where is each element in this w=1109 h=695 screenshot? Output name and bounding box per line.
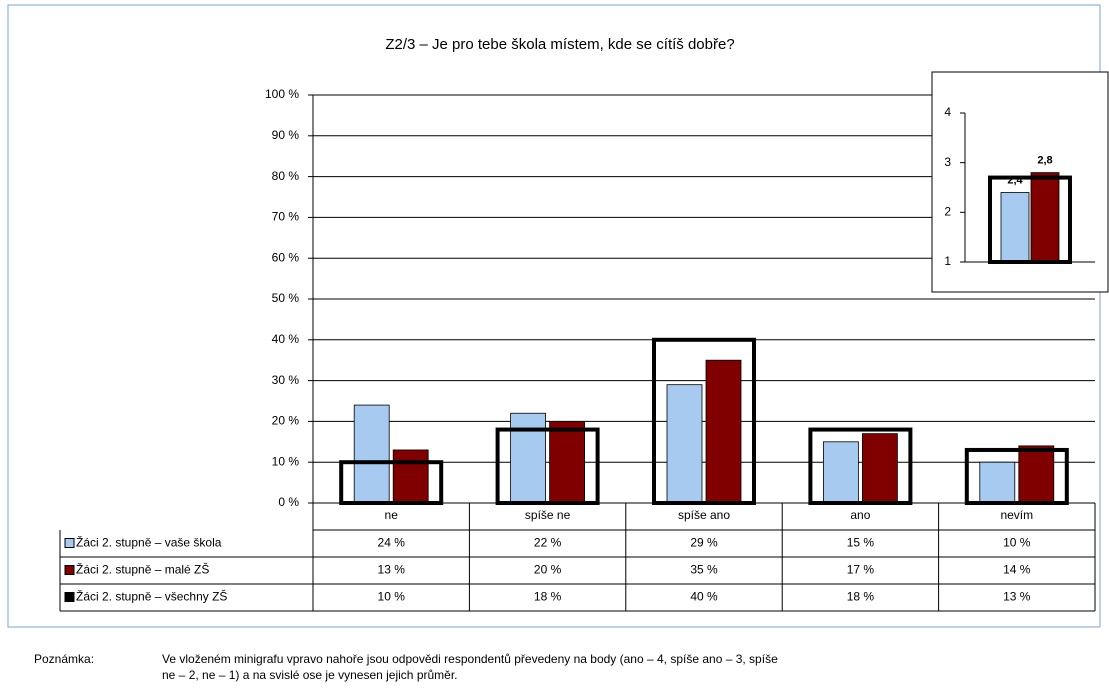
table-value: 24 % xyxy=(378,536,406,550)
table-value: 10 % xyxy=(378,590,406,604)
bar-outline xyxy=(808,427,913,505)
legend-swatch xyxy=(64,565,75,575)
bar xyxy=(979,461,1016,504)
table-value: 17 % xyxy=(847,563,875,577)
y-tick-label: 50 % xyxy=(272,291,300,305)
legend-label: Žáci 2. stupně – všechny ZŠ xyxy=(76,589,227,604)
legend-label: Žáci 2. stupně – malé ZŠ xyxy=(76,562,209,577)
table-value: 14 % xyxy=(1003,563,1031,577)
table-value: 22 % xyxy=(534,536,562,550)
table-value: 18 % xyxy=(847,590,875,604)
y-tick-label: 20 % xyxy=(272,414,300,428)
bar xyxy=(510,412,547,504)
y-tick-label: 60 % xyxy=(272,250,300,264)
inset-bar-outline xyxy=(988,175,1072,264)
bar xyxy=(666,384,703,504)
table-value: 15 % xyxy=(847,536,875,550)
table-value: 29 % xyxy=(690,536,718,550)
y-tick-label: 0 % xyxy=(278,495,299,509)
legend-swatch xyxy=(64,538,75,548)
table-value: 18 % xyxy=(534,590,562,604)
inset-bar xyxy=(1000,192,1030,263)
bar xyxy=(823,441,859,504)
inset-data-label: 2,8 xyxy=(1037,155,1052,167)
bar xyxy=(862,433,898,504)
inset-y-tick-label: 3 xyxy=(944,155,951,169)
y-tick-label: 100 % xyxy=(265,87,299,101)
bar-outline xyxy=(964,447,1069,505)
x-tick-label: ne xyxy=(385,508,399,522)
y-tick-label: 40 % xyxy=(272,332,300,346)
legend-swatch xyxy=(64,592,75,602)
table-value: 40 % xyxy=(690,590,718,604)
y-tick-label: 80 % xyxy=(272,169,300,183)
bar xyxy=(392,449,429,504)
x-tick-label: nevím xyxy=(1000,508,1033,522)
frame xyxy=(7,4,1101,628)
table-value: 10 % xyxy=(1003,536,1031,550)
note-text: Ve vloženém minigrafu vpravo nahoře jsou… xyxy=(162,652,778,666)
y-tick-label: 30 % xyxy=(272,373,300,387)
table-value: 35 % xyxy=(690,563,718,577)
note-label: Poznámka: xyxy=(34,652,94,666)
y-tick-label: 70 % xyxy=(272,210,300,224)
chart-title: Z2/3 – Je pro tebe škola místem, kde se … xyxy=(385,36,734,53)
legend-label: Žáci 2. stupně – vaše škola xyxy=(76,535,222,550)
bar xyxy=(549,420,585,504)
inset-y-tick-label: 4 xyxy=(944,105,951,119)
y-tick-label: 10 % xyxy=(272,454,300,468)
y-tick-label: 90 % xyxy=(272,128,300,142)
bar-outline xyxy=(495,427,600,505)
bar-outline xyxy=(339,460,444,506)
bar xyxy=(353,404,390,504)
bar xyxy=(705,359,742,504)
x-tick-label: spíše ano xyxy=(678,508,730,522)
bar xyxy=(1018,445,1055,504)
table-value: 13 % xyxy=(378,563,406,577)
inset-bar xyxy=(1030,172,1060,263)
table-value: 13 % xyxy=(1003,590,1031,604)
x-tick-label: ano xyxy=(850,508,870,522)
x-tick-label: spíše ne xyxy=(525,508,571,522)
inset-y-tick-label: 2 xyxy=(944,205,951,219)
note-text: ne – 2, ne – 1) a na svislé ose je vynes… xyxy=(162,668,458,682)
inset-y-tick-label: 1 xyxy=(944,254,951,268)
table-value: 20 % xyxy=(534,563,562,577)
bar-outline xyxy=(652,337,756,505)
